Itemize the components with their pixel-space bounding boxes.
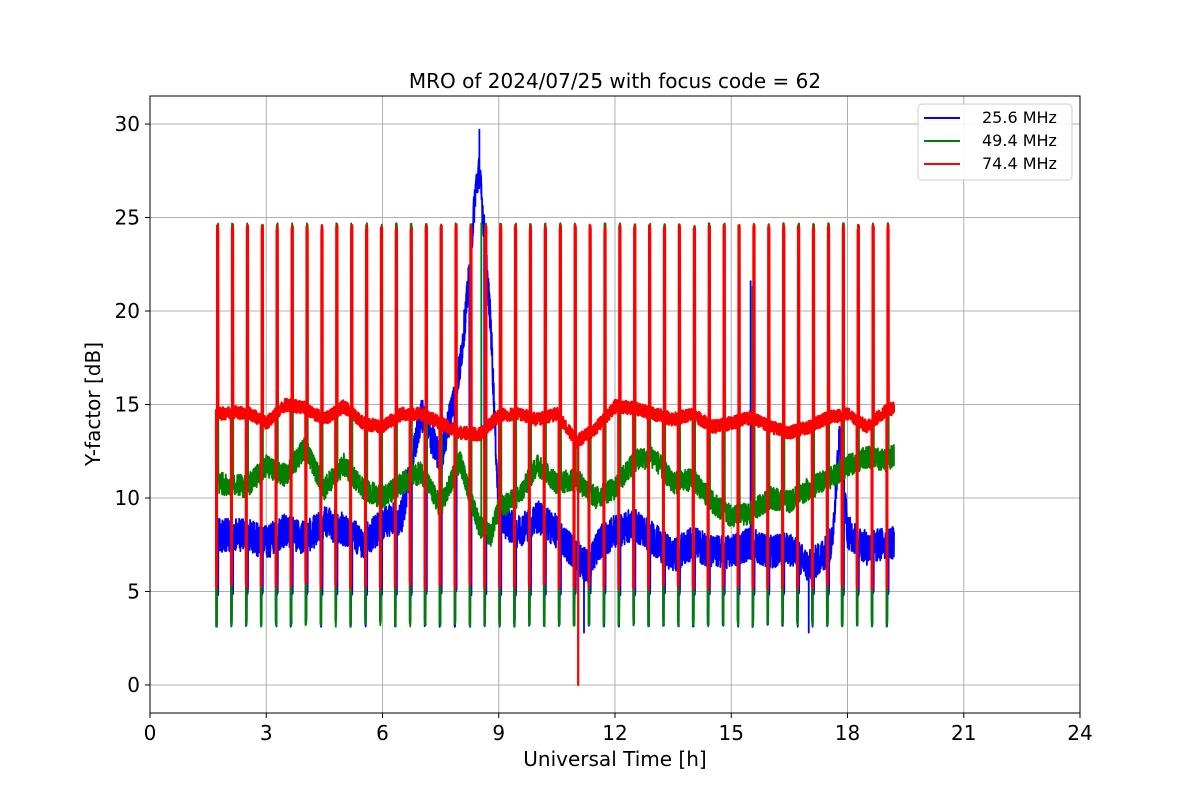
y-tick-label: 30 (115, 112, 140, 136)
x-tick-label: 9 (492, 721, 505, 745)
x-tick-label: 15 (719, 721, 744, 745)
legend-box (917, 103, 1073, 181)
x-tick-label: 24 (1067, 721, 1092, 745)
x-axis: 0 3 6 9 12 15 18 21 24 (144, 713, 1093, 745)
legend: 25.6 MHz 49.4 MHz 74.4 MHz (917, 103, 1073, 181)
y-tick-label: 0 (127, 673, 140, 697)
legend-label-25-6-mhz: 25.6 MHz (982, 108, 1057, 127)
x-tick-label: 21 (951, 721, 976, 745)
legend-label-49-4-mhz: 49.4 MHz (982, 131, 1057, 150)
series-line-49-4-mhz (215, 222, 895, 628)
y-axis: 0 5 10 15 20 25 30 (115, 112, 150, 697)
y-tick-label: 15 (115, 393, 140, 417)
x-tick-label: 18 (835, 721, 860, 745)
legend-label-74-4-mhz: 74.4 MHz (982, 154, 1057, 173)
y-tick-label: 5 (127, 579, 140, 603)
series-layer (214, 128, 896, 687)
x-tick-label: 6 (376, 721, 389, 745)
y-axis-label: Y-factor [dB] (81, 342, 105, 467)
x-tick-label: 0 (144, 721, 157, 745)
series-line-74-4-mhz (214, 223, 896, 687)
y-tick-label: 20 (115, 299, 140, 323)
x-axis-label: Universal Time [h] (523, 747, 706, 771)
x-tick-label: 3 (260, 721, 273, 745)
x-tick-label: 12 (602, 721, 627, 745)
y-tick-label: 25 (115, 206, 140, 230)
y-tick-label: 10 (115, 486, 140, 510)
chart-title: MRO of 2024/07/25 with focus code = 62 (409, 69, 821, 93)
